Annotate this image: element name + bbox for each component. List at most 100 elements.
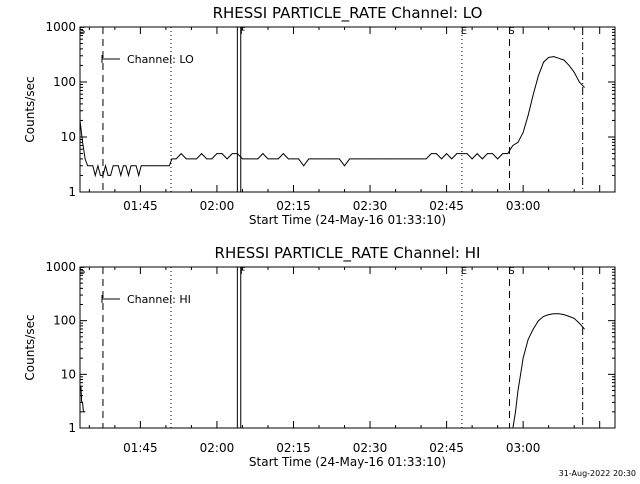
data-point: [538, 320, 539, 322]
data-point: [517, 390, 519, 391]
data-point: [405, 158, 407, 160]
data-point: [135, 165, 137, 167]
x-tick-label: 03:00: [506, 199, 541, 213]
data-point: [82, 141, 83, 143]
data-point: [120, 175, 122, 176]
data-point: [282, 153, 284, 154]
data-point: [456, 153, 458, 154]
event-marker-label: F: [240, 26, 246, 37]
x-tick-label: 02:00: [200, 441, 235, 455]
data-point: [226, 158, 228, 160]
data-point: [425, 158, 427, 160]
data-point: [578, 81, 580, 83]
data-point: [390, 158, 391, 160]
data-point: [476, 153, 478, 154]
data-point: [384, 158, 386, 160]
data-point: [509, 148, 511, 150]
data-point: [527, 338, 529, 340]
data-point: [543, 316, 544, 317]
data-point: [231, 153, 233, 154]
data-point: [395, 158, 396, 160]
event-marker-label: S: [79, 26, 85, 37]
data-point: [191, 158, 192, 160]
data-point: [487, 153, 488, 154]
data-point: [548, 314, 550, 315]
data-point: [558, 57, 560, 59]
data-point: [568, 65, 570, 66]
data-point: [573, 71, 575, 73]
data-point: [512, 427, 514, 429]
data-point: [527, 114, 529, 116]
data-point: [122, 165, 124, 167]
data-point: [168, 165, 170, 167]
data-point: [262, 153, 264, 154]
data-point: [522, 132, 524, 134]
data-point: [435, 153, 437, 154]
data-point: [430, 153, 432, 154]
legend-label: Channel: LO: [127, 53, 194, 66]
data-point: [80, 385, 82, 387]
data-point: [420, 158, 422, 160]
x-tick-label: 02:30: [353, 199, 388, 213]
data-point: [515, 411, 516, 413]
data-point: [143, 165, 145, 167]
data-point: [201, 153, 203, 154]
data-point: [481, 158, 483, 160]
data-point: [502, 153, 504, 154]
data-point: [257, 158, 259, 160]
data-point: [105, 165, 106, 167]
data-point: [410, 158, 412, 160]
data-point: [517, 141, 519, 143]
data-point: [252, 158, 254, 160]
data-point: [196, 158, 197, 160]
data-point: [163, 165, 165, 167]
data-point: [277, 158, 279, 160]
data-point: [79, 120, 81, 121]
data-point: [171, 158, 173, 160]
x-tick-label: 02:30: [353, 441, 388, 455]
data-point: [349, 158, 351, 160]
y-tick-label: 10: [61, 130, 76, 144]
data-point: [110, 175, 112, 176]
data-point: [400, 158, 402, 160]
data-point: [151, 165, 152, 167]
data-point: [583, 86, 585, 88]
data-point: [117, 165, 119, 167]
data-point: [128, 175, 129, 176]
data-point: [313, 158, 315, 160]
data-point: [84, 158, 86, 160]
data-point: [138, 175, 140, 176]
series-line-2: [512, 313, 585, 429]
data-point: [175, 158, 177, 160]
data-point: [145, 165, 147, 167]
data-point: [344, 165, 345, 167]
data-point: [161, 165, 163, 167]
plot-frame: [79, 266, 616, 429]
data-point: [451, 158, 453, 160]
data-point: [247, 158, 248, 160]
data-point: [364, 158, 366, 160]
data-point: [471, 158, 473, 160]
y-tick-label: 1000: [45, 20, 76, 34]
data-point: [83, 411, 85, 413]
y-axis-label: Counts/sec: [23, 314, 37, 380]
data-point: [293, 158, 294, 160]
x-tick-label: 02:45: [429, 441, 464, 455]
data-point: [512, 145, 514, 146]
x-tick-label: 01:45: [123, 199, 158, 213]
data-point: [369, 158, 371, 160]
data-point: [538, 75, 539, 77]
x-tick-label: 02:45: [429, 199, 464, 213]
data-point: [446, 153, 447, 154]
data-point: [553, 56, 555, 57]
data-point: [221, 153, 223, 154]
data-point: [578, 322, 580, 324]
x-tick-label: 01:45: [123, 441, 158, 455]
data-point: [379, 158, 381, 160]
data-point: [81, 401, 83, 403]
data-point: [83, 411, 84, 413]
legend-label: Channel: HI: [127, 293, 191, 306]
chart-title: RHESSI PARTICLE_RATE Channel: LO: [213, 4, 483, 23]
y-axis-label: Counts/sec: [23, 76, 37, 142]
